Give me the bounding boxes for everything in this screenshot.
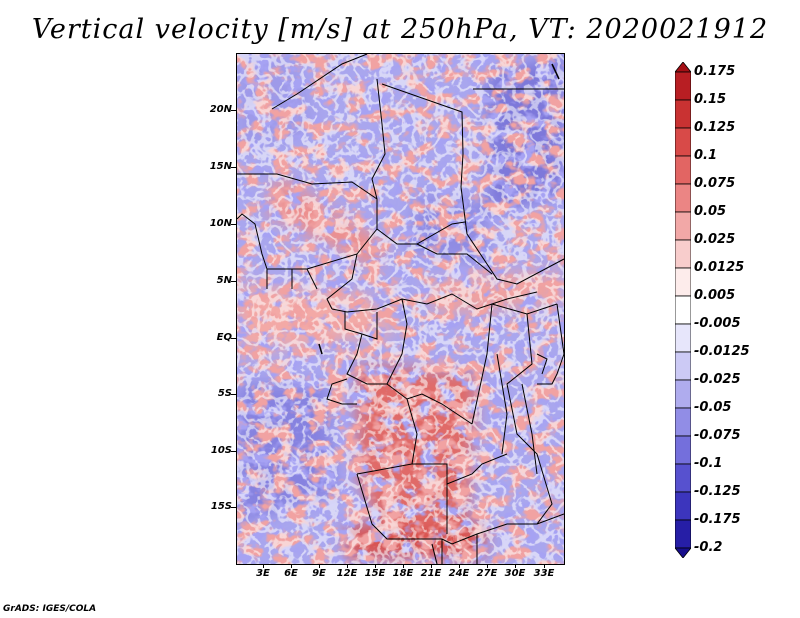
x-tick [544, 564, 545, 568]
colorbar-swatch [675, 99, 691, 129]
colorbar-label: 0.05 [694, 204, 727, 219]
y-tick [231, 281, 236, 282]
colorbar-swatch [675, 211, 691, 241]
x-tick [375, 564, 376, 568]
x-tick [291, 564, 292, 568]
colorbar-swatch [675, 379, 691, 409]
x-tick [515, 564, 516, 568]
x-tick [319, 564, 320, 568]
colorbar [675, 62, 691, 558]
colorbar-swatch [675, 407, 691, 437]
colorbar-label: -0.025 [694, 372, 741, 387]
chart-title: Vertical velocity [m/s] at 250hPa, VT: 2… [31, 14, 769, 45]
y-tick [231, 338, 236, 339]
colorbar-swatch [675, 239, 691, 269]
map-panel [236, 53, 565, 565]
lat-label-15s: 15S [210, 501, 232, 512]
colorbar-swatch [675, 295, 691, 325]
colorbar-swatch [675, 435, 691, 465]
lon-label-18e: 18E [392, 568, 414, 579]
x-tick [459, 564, 460, 568]
colorbar-label: -0.2 [694, 540, 723, 555]
colorbar-swatch [675, 351, 691, 381]
colorbar-swatch [675, 491, 691, 521]
x-tick [347, 564, 348, 568]
lon-label-6e: 6E [284, 568, 298, 579]
y-tick [231, 224, 236, 225]
vertical-velocity-field [237, 54, 564, 564]
lat-label-5s: 5S [217, 388, 232, 399]
y-tick [231, 167, 236, 168]
colorbar-label: -0.05 [694, 400, 732, 415]
x-tick [431, 564, 432, 568]
lat-label-10n: 10N [209, 218, 232, 229]
colorbar-label: 0.075 [694, 176, 736, 191]
colorbar-swatch [675, 71, 691, 101]
colorbar-label: -0.0125 [694, 344, 750, 359]
lat-label-10s: 10S [210, 445, 232, 456]
lat-label-15n: 15N [209, 161, 232, 172]
lon-label-15e: 15E [364, 568, 386, 579]
lon-label-27e: 27E [476, 568, 498, 579]
lon-label-3e: 3E [256, 568, 270, 579]
y-tick [231, 507, 236, 508]
x-tick [263, 564, 264, 568]
y-tick [231, 394, 236, 395]
lon-label-9e: 9E [312, 568, 326, 579]
lat-label-eq: EQ [216, 332, 232, 343]
colorbar-label: 0.0125 [694, 260, 745, 275]
colorbar-label: 0.1 [694, 148, 718, 163]
y-tick [231, 110, 236, 111]
colorbar-label: -0.175 [694, 512, 741, 527]
colorbar-label: 0.175 [694, 64, 736, 79]
colorbar-swatch [675, 183, 691, 213]
colorbar-swatch [675, 267, 691, 297]
lat-label-5n: 5N [216, 275, 232, 286]
colorbar-swatch [675, 127, 691, 157]
y-tick [231, 451, 236, 452]
lon-label-24e: 24E [448, 568, 470, 579]
lon-label-12e: 12E [336, 568, 358, 579]
colorbar-swatch [675, 155, 691, 185]
colorbar-label: -0.1 [694, 456, 723, 471]
credit-label: GrADS: IGES/COLA [3, 604, 97, 614]
country-borders [237, 54, 564, 564]
colorbar-label: 0.125 [694, 120, 736, 135]
lon-label-21e: 21E [420, 568, 442, 579]
colorbar-label: 0.005 [694, 288, 736, 303]
colorbar-label: -0.005 [694, 316, 741, 331]
colorbar-label: -0.075 [694, 428, 741, 443]
lat-label-20n: 20N [209, 104, 232, 115]
colorbar-swatch [675, 463, 691, 493]
x-tick [403, 564, 404, 568]
x-tick [487, 564, 488, 568]
colorbar-swatch [675, 519, 691, 549]
colorbar-label: 0.025 [694, 232, 736, 247]
colorbar-label: -0.125 [694, 484, 741, 499]
colorbar-label: 0.15 [694, 92, 727, 107]
lon-label-30e: 30E [504, 568, 526, 579]
colorbar-swatch [675, 62, 691, 73]
colorbar-swatch [675, 547, 691, 558]
colorbar-swatch [675, 323, 691, 353]
lon-label-33e: 33E [533, 568, 555, 579]
